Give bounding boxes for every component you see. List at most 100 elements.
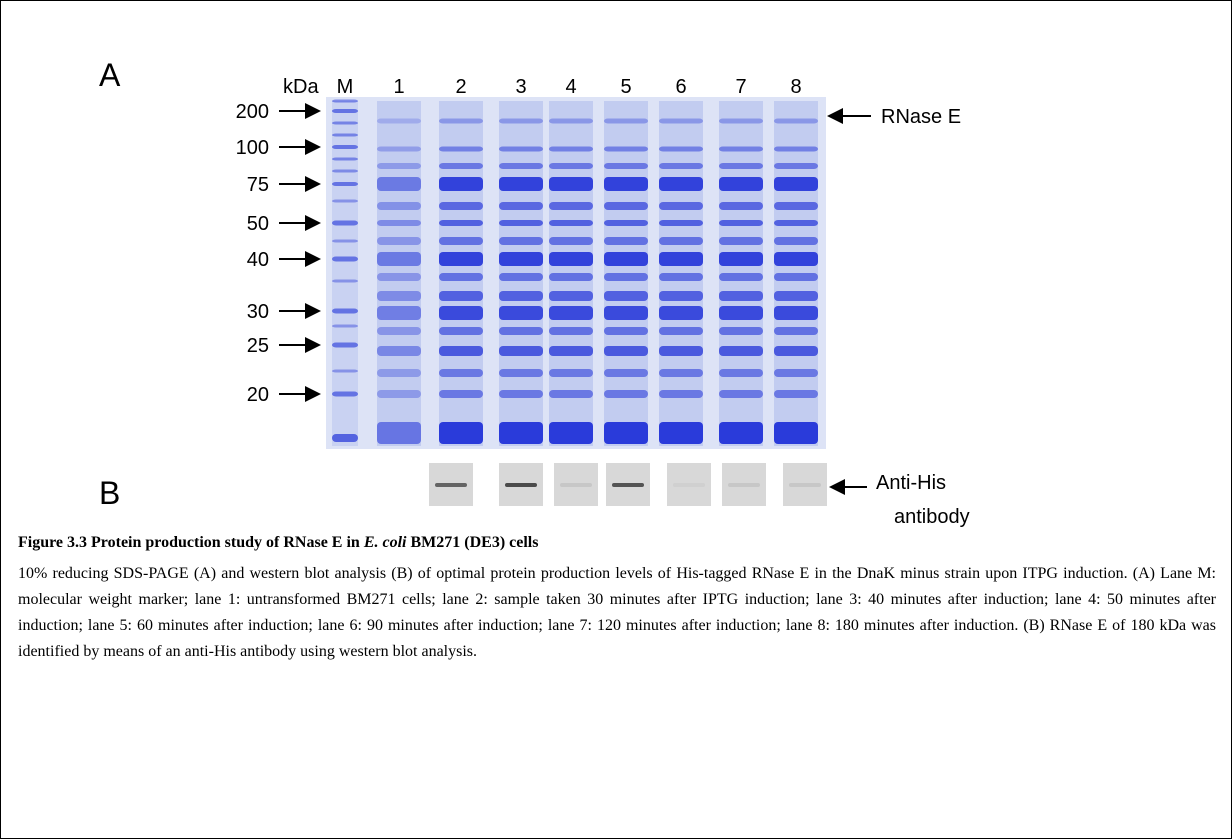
- band: [719, 146, 763, 152]
- band: [499, 291, 543, 301]
- band: [774, 291, 818, 301]
- band: [332, 145, 358, 149]
- band: [659, 327, 703, 335]
- band: [604, 163, 648, 169]
- band: [659, 422, 703, 444]
- band: [332, 99, 358, 103]
- band: [439, 220, 483, 226]
- band: [659, 252, 703, 266]
- band: [719, 177, 763, 191]
- band: [377, 327, 421, 335]
- band: [499, 118, 543, 124]
- band: [377, 390, 421, 398]
- band: [377, 237, 421, 245]
- band: [604, 252, 648, 266]
- band: [439, 291, 483, 301]
- band: [377, 220, 421, 226]
- band: [774, 390, 818, 398]
- band: [549, 327, 593, 335]
- marker-label: 50: [247, 213, 269, 235]
- band: [499, 237, 543, 245]
- band: [604, 327, 648, 335]
- band: [377, 291, 421, 301]
- band: [499, 306, 543, 320]
- band: [604, 390, 648, 398]
- marker-label: 30: [247, 301, 269, 323]
- band: [499, 346, 543, 356]
- band: [439, 237, 483, 245]
- band: [377, 346, 421, 356]
- blot-band: [435, 483, 467, 487]
- band: [439, 390, 483, 398]
- blot-strip: [722, 463, 766, 506]
- band: [774, 202, 818, 210]
- band: [332, 199, 358, 203]
- band: [439, 306, 483, 320]
- band: [377, 252, 421, 266]
- band: [719, 327, 763, 335]
- band: [499, 146, 543, 152]
- caption-body: 10% reducing SDS-PAGE (A) and western bl…: [18, 565, 1216, 660]
- band: [549, 273, 593, 281]
- band: [719, 202, 763, 210]
- band: [549, 390, 593, 398]
- band: [719, 291, 763, 301]
- band: [604, 369, 648, 377]
- band: [377, 202, 421, 210]
- band: [774, 346, 818, 356]
- band: [604, 291, 648, 301]
- band: [332, 324, 358, 328]
- band: [774, 327, 818, 335]
- band: [499, 369, 543, 377]
- band: [604, 177, 648, 191]
- marker-label: 20: [247, 384, 269, 406]
- band: [332, 157, 358, 161]
- band: [332, 308, 358, 314]
- band: [659, 220, 703, 226]
- band: [719, 252, 763, 266]
- band: [499, 202, 543, 210]
- band: [774, 273, 818, 281]
- band: [774, 177, 818, 191]
- panel-label: A: [99, 57, 121, 93]
- band: [332, 169, 358, 173]
- band: [499, 177, 543, 191]
- band: [659, 118, 703, 124]
- band: [774, 118, 818, 124]
- band: [377, 306, 421, 320]
- band: [332, 256, 358, 262]
- blot-band: [560, 483, 592, 487]
- blot-band: [728, 483, 760, 487]
- band: [549, 220, 593, 226]
- band: [439, 252, 483, 266]
- band: [332, 239, 358, 243]
- band: [719, 237, 763, 245]
- blot-label: Anti-His: [876, 472, 946, 494]
- band: [774, 163, 818, 169]
- band: [719, 163, 763, 169]
- blot-strip: [554, 463, 598, 506]
- band: [332, 369, 358, 373]
- lane-label: 1: [393, 76, 404, 98]
- band: [604, 346, 648, 356]
- band: [439, 118, 483, 124]
- panel-label: B: [99, 475, 120, 511]
- band: [332, 109, 358, 113]
- band: [719, 369, 763, 377]
- band: [499, 252, 543, 266]
- unit-label: kDa: [283, 76, 319, 98]
- marker-label: 40: [247, 249, 269, 271]
- band: [659, 202, 703, 210]
- lane-smear: [377, 101, 421, 446]
- band: [377, 146, 421, 152]
- blot-band: [505, 483, 537, 487]
- band: [549, 202, 593, 210]
- text: E. coli: [363, 534, 407, 551]
- band: [604, 422, 648, 444]
- band: [719, 390, 763, 398]
- band: [549, 422, 593, 444]
- band: [377, 422, 421, 444]
- band: [659, 163, 703, 169]
- band: [549, 237, 593, 245]
